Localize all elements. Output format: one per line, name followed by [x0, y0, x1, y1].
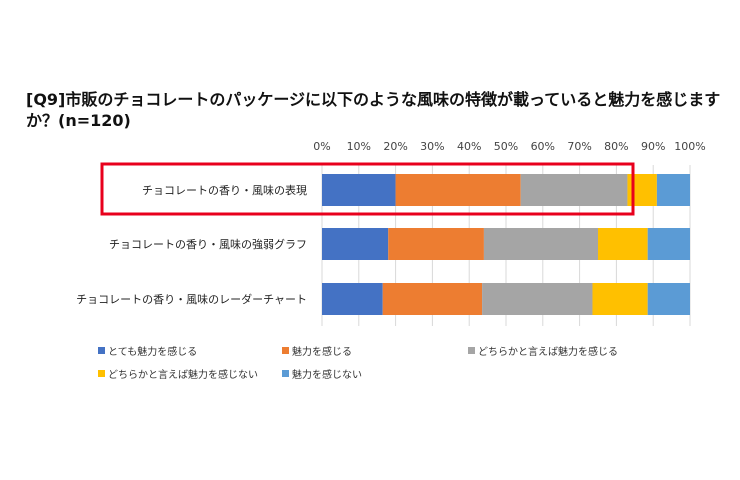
x-tick-label: 20%	[383, 140, 407, 153]
category-labels: チョコレートの香り・風味の表現チョコレートの香り・風味の強弱グラフチョコレートの…	[76, 183, 307, 306]
legend-swatch	[282, 347, 289, 354]
bar-segment	[647, 283, 690, 315]
highlight-box-layer	[100, 162, 635, 216]
legend-label: どちらかと言えば魅力を感じない	[108, 368, 258, 381]
legend-label: どちらかと言えば魅力を感じる	[478, 345, 618, 358]
bar-segment	[656, 174, 690, 206]
legend-swatch	[468, 347, 475, 354]
bar-segment	[322, 283, 383, 315]
x-tick-label: 50%	[494, 140, 518, 153]
highlight-box	[100, 162, 635, 216]
chart-title: [Q9]市販のチョコレートのパッケージに以下のような風味の特徴が載っていると魅力…	[26, 90, 721, 130]
category-label: チョコレートの香り・風味の強弱グラフ	[109, 237, 307, 251]
bar-segment	[592, 283, 648, 315]
x-tick-label: 60%	[531, 140, 555, 153]
legend-swatch	[98, 347, 105, 354]
x-tick-label: 90%	[641, 140, 665, 153]
x-axis-ticks: 0% 10% 20% 30% 40% 50% 60% 70% 80% 90% 100%	[313, 140, 705, 153]
bar-segment	[598, 228, 648, 260]
x-tick-label: 30%	[420, 140, 444, 153]
x-tick-label: 40%	[457, 140, 481, 153]
bar-segment	[647, 228, 690, 260]
bar-segment	[388, 228, 484, 260]
x-tick-label: 80%	[604, 140, 628, 153]
category-label: チョコレートの香り・風味のレーダーチャート	[76, 292, 307, 306]
bar-segment	[483, 228, 598, 260]
bars	[322, 174, 690, 315]
x-tick-label: 100%	[674, 140, 705, 153]
legend: とても魅力を感じる 魅力を感じる どちらかと言えば魅力を感じるどちらかと言えば魅力を…	[98, 345, 618, 381]
category-label: チョコレートの香り・風味の表現	[142, 183, 307, 197]
bar-segment	[520, 174, 628, 206]
legend-label: 魅力を感じない	[292, 368, 362, 381]
bar-segment	[382, 283, 483, 315]
bar-segment	[322, 174, 396, 206]
x-tick-label: 70%	[567, 140, 591, 153]
bar-segment	[322, 228, 389, 260]
bar-segment	[395, 174, 521, 206]
x-tick-label: 0%	[313, 140, 330, 153]
legend-label: とても魅力を感じる	[108, 345, 197, 358]
legend-swatch	[282, 370, 289, 377]
x-tick-label: 10%	[347, 140, 371, 153]
legend-swatch	[98, 370, 105, 377]
legend-label: 魅力を感じる	[292, 345, 352, 358]
bar-segment	[482, 283, 593, 315]
